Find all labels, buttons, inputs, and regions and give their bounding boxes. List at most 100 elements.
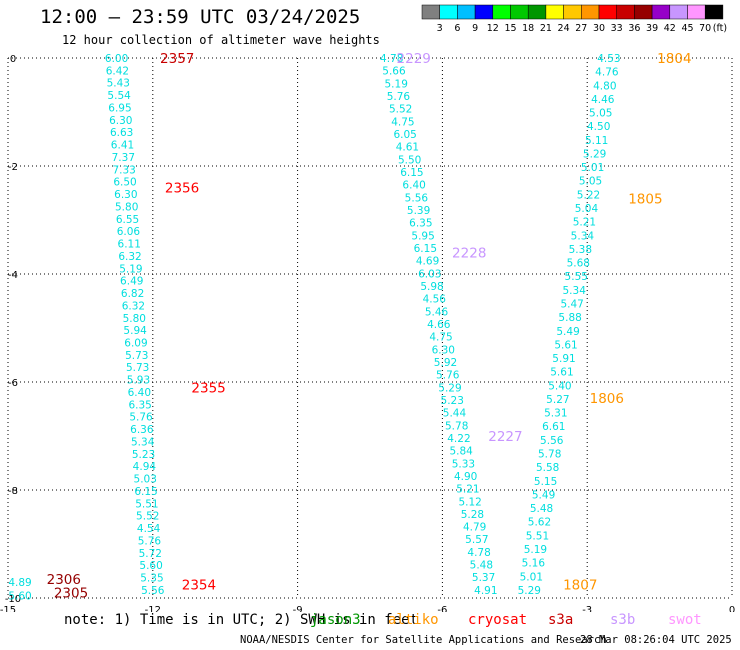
- wave-height-point: 6.09: [124, 338, 147, 350]
- wave-height-point: 5.56: [141, 585, 165, 597]
- wave-height-point: 5.15: [534, 476, 557, 488]
- scale-swatch: [704, 4, 724, 20]
- wave-height-point: 6.42: [106, 65, 129, 77]
- wave-height-point: 5.23: [441, 395, 464, 407]
- wave-height-point: 5.23: [132, 449, 155, 461]
- wave-height-point: 6.32: [118, 251, 141, 263]
- wave-height-point: 5.19: [524, 544, 547, 556]
- scale-tick-label: 30: [593, 23, 605, 34]
- pass-time-label: 2229: [397, 51, 431, 67]
- color-scale-legend: 3 6 9 12 15 18 21 24 27 30 33 36 39 42 45 70 (ft): [421, 4, 727, 34]
- satellite-legend-jason3: jason3: [310, 612, 361, 628]
- wave-height-point: 5.76: [436, 370, 460, 382]
- wave-height-point: 5.05: [589, 108, 612, 120]
- scale-tick-label: (ft): [713, 23, 727, 34]
- wave-height-point: 4.53: [597, 53, 620, 65]
- wave-height-point: 5.16: [522, 558, 546, 570]
- x-tick-label: -12: [145, 605, 161, 612]
- wave-height-point: 6.63: [110, 127, 133, 139]
- chart-title: 12:00 — 23:59 UTC 03/24/2025: [40, 6, 361, 28]
- wave-height-point: 5.21: [573, 217, 596, 229]
- wave-height-point: 5.50: [398, 154, 421, 166]
- pass-time-label: 1806: [590, 391, 624, 407]
- wave-height-point: 4.56: [423, 294, 447, 306]
- wave-height-point: 5.48: [530, 503, 553, 515]
- scale-tick-label: 21: [540, 23, 552, 34]
- wave-height-point: 4.78: [380, 53, 403, 65]
- wave-height-point: 6.55: [116, 214, 139, 226]
- y-tick-label: -6: [8, 378, 18, 389]
- scale-tick-label: 42: [664, 23, 676, 34]
- wave-height-point: 5.84: [449, 446, 473, 458]
- wave-height-point: 6.15: [134, 486, 157, 498]
- wave-height-point: 5.54: [107, 90, 131, 102]
- wave-height-point: 5.93: [127, 375, 150, 387]
- pass-time-label: 2228: [452, 245, 486, 261]
- wave-height-point: 5.49: [556, 326, 579, 338]
- wave-height-point: 5.98: [420, 281, 443, 293]
- wave-height-point: 6.15: [400, 167, 423, 179]
- wave-height-point: 5.38: [569, 244, 592, 256]
- x-tick-label: -15: [0, 605, 16, 612]
- scale-tick-label: 6: [454, 23, 460, 34]
- wave-height-point: 5.01: [581, 162, 604, 174]
- wave-height-point: 4.54: [137, 523, 161, 535]
- wave-height-point: 6.41: [111, 140, 134, 152]
- wave-height-point: 6.15: [414, 243, 437, 255]
- wave-height-point: 5.19: [385, 78, 408, 90]
- y-tick-label: -10: [5, 594, 21, 605]
- wave-height-point: 5.60: [139, 560, 162, 572]
- wave-height-point: 5.43: [107, 78, 130, 90]
- pass-time-label: 1805: [628, 191, 662, 207]
- y-tick-label: -8: [8, 486, 18, 497]
- wave-height-point: 6.40: [128, 387, 151, 399]
- wave-height-point: 6.06: [117, 226, 141, 238]
- wave-height-point: 5.33: [452, 458, 475, 470]
- wave-height-point: 5.39: [407, 205, 430, 217]
- satellite-legend-altiko: altiko: [388, 612, 439, 628]
- pass-time-label: 2356: [165, 181, 199, 197]
- wave-height-point: 4.89: [8, 577, 31, 589]
- wave-height-point: 6.95: [108, 102, 131, 114]
- pass-time-label: 1807: [563, 578, 597, 594]
- wave-height-point: 5.56: [540, 435, 564, 447]
- wave-height-point: 5.51: [526, 530, 549, 542]
- wave-height-point: 5.52: [136, 511, 159, 523]
- scale-tick-label: 15: [504, 23, 516, 34]
- wave-height-point: 4.79: [463, 522, 486, 534]
- wave-height-point: 5.56: [405, 192, 429, 204]
- wave-height-point: 5.51: [135, 498, 158, 510]
- scale-tick-label: 70: [699, 23, 711, 34]
- wave-height-point: 5.19: [119, 263, 142, 275]
- wave-height-point: 4.76: [595, 67, 619, 79]
- scale-tick-label: 36: [628, 23, 640, 34]
- wave-height-point: 6.50: [113, 177, 136, 189]
- wave-height-point: 4.66: [427, 319, 451, 331]
- wave-height-point: 5.34: [571, 230, 595, 242]
- wave-height-point: 7.33: [112, 164, 135, 176]
- scale-tick-label: 18: [522, 23, 534, 34]
- pass-time-label: 2305: [54, 586, 88, 602]
- scale-tick-label: 3: [437, 23, 443, 34]
- pass-time-label: 2357: [160, 51, 194, 67]
- wave-height-point: 4.90: [454, 471, 477, 483]
- wave-height-point: 5.01: [520, 571, 543, 583]
- wave-height-point: 5.88: [558, 312, 581, 324]
- wave-height-point: 5.55: [565, 271, 588, 283]
- wave-height-point: 5.61: [554, 339, 577, 351]
- wave-height-point: 5.78: [445, 420, 468, 432]
- wave-height-point: 6.00: [105, 53, 128, 65]
- plot-area: -15 -12 -9 -6 -3 00-2-4-6-8-106.006.425.435.5…: [0, 51, 735, 612]
- wave-height-point: 5.48: [470, 560, 493, 572]
- wave-height-point: 5.28: [461, 509, 484, 521]
- scale-tick-label: 27: [575, 23, 587, 34]
- wave-height-point: 5.80: [115, 201, 138, 213]
- pass-time-label: 2227: [488, 429, 522, 445]
- wave-height-point: 6.36: [130, 424, 154, 436]
- wave-height-point: 5.12: [458, 496, 481, 508]
- wave-height-point: 5.47: [560, 298, 583, 310]
- wave-height-point: 5.44: [443, 408, 467, 420]
- wave-height-point: 5.61: [550, 367, 573, 379]
- wave-height-point: 5.35: [140, 573, 163, 585]
- wave-height-point: 5.37: [472, 572, 495, 584]
